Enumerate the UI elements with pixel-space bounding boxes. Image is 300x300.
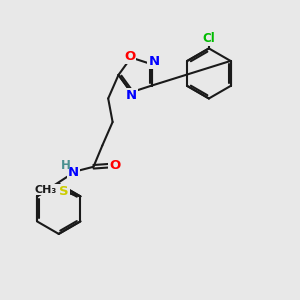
Text: Cl: Cl [202, 32, 215, 46]
Text: CH₃: CH₃ [35, 184, 57, 195]
Text: N: N [68, 166, 79, 178]
Text: N: N [126, 89, 137, 102]
Text: H: H [61, 159, 71, 172]
Text: O: O [109, 159, 120, 172]
Text: N: N [148, 55, 159, 68]
Text: S: S [59, 184, 69, 198]
Text: O: O [124, 50, 135, 63]
